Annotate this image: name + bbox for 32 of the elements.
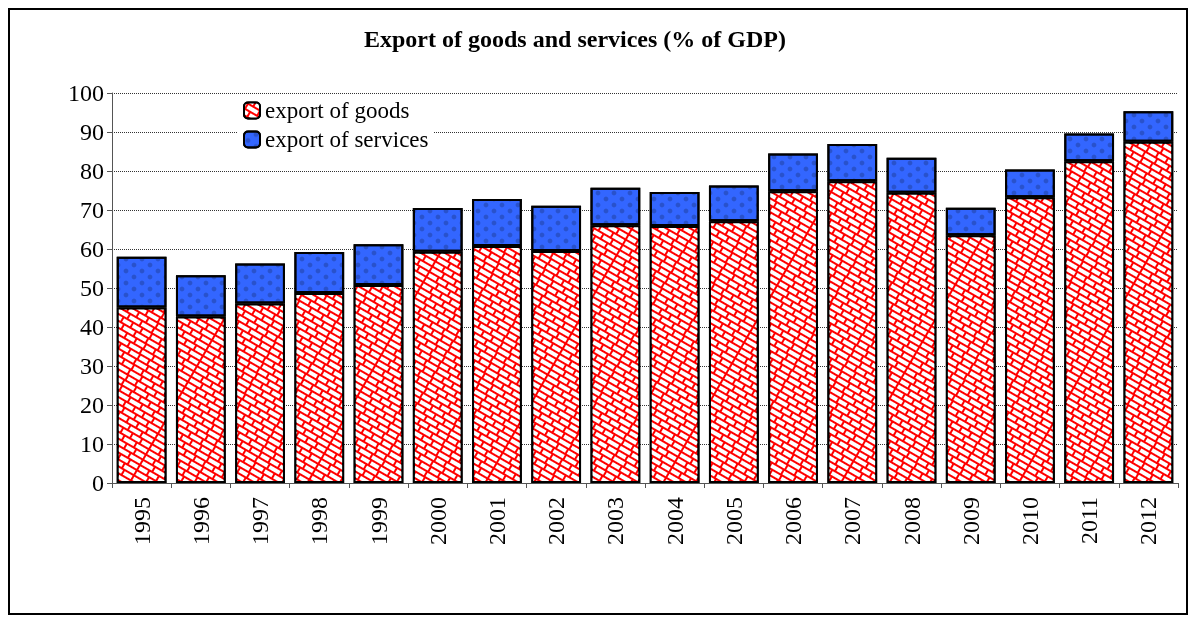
x-tick-label: 1996: [187, 497, 214, 545]
legend-label: export of goods: [265, 98, 410, 123]
x-tick-label: 2009: [957, 497, 984, 545]
y-tick-label: 40: [80, 314, 104, 340]
x-tick-label: 1998: [306, 497, 333, 545]
y-tick-label: 0: [92, 470, 104, 496]
x-tick-label: 2012: [1135, 497, 1162, 545]
x-tick-label: 2002: [543, 497, 570, 545]
x-tick-label: 2005: [720, 497, 747, 545]
x-tick-label: 2010: [1016, 497, 1043, 545]
x-tick-label: 2004: [661, 497, 688, 545]
y-tick-label: 80: [80, 158, 104, 184]
x-tick-label: 2006: [780, 497, 807, 545]
x-tick-label: 2000: [424, 497, 451, 545]
y-tick-label: 30: [80, 353, 104, 379]
x-tick-label: 1995: [128, 497, 155, 545]
x-tick-label: 2011: [1076, 497, 1103, 545]
y-tick-label: 50: [80, 275, 104, 301]
x-tick-label: 2007: [839, 497, 866, 545]
x-tick-label: 2008: [898, 497, 925, 545]
chart-title: Export of goods and services (% of GDP): [364, 26, 786, 52]
y-tick-label: 20: [80, 392, 104, 418]
x-tick-label: 1999: [365, 497, 392, 545]
y-tick-label: 60: [80, 236, 104, 262]
legend-label: export of services: [265, 127, 429, 152]
x-tick-label: 2001: [483, 497, 510, 545]
y-tick-label: 100: [68, 80, 104, 106]
y-tick-label: 70: [80, 197, 104, 223]
x-tick-label: 2003: [602, 497, 629, 545]
y-tick-label: 90: [80, 119, 104, 145]
x-tick-label: 1997: [247, 497, 274, 545]
y-tick-label: 10: [80, 431, 104, 457]
